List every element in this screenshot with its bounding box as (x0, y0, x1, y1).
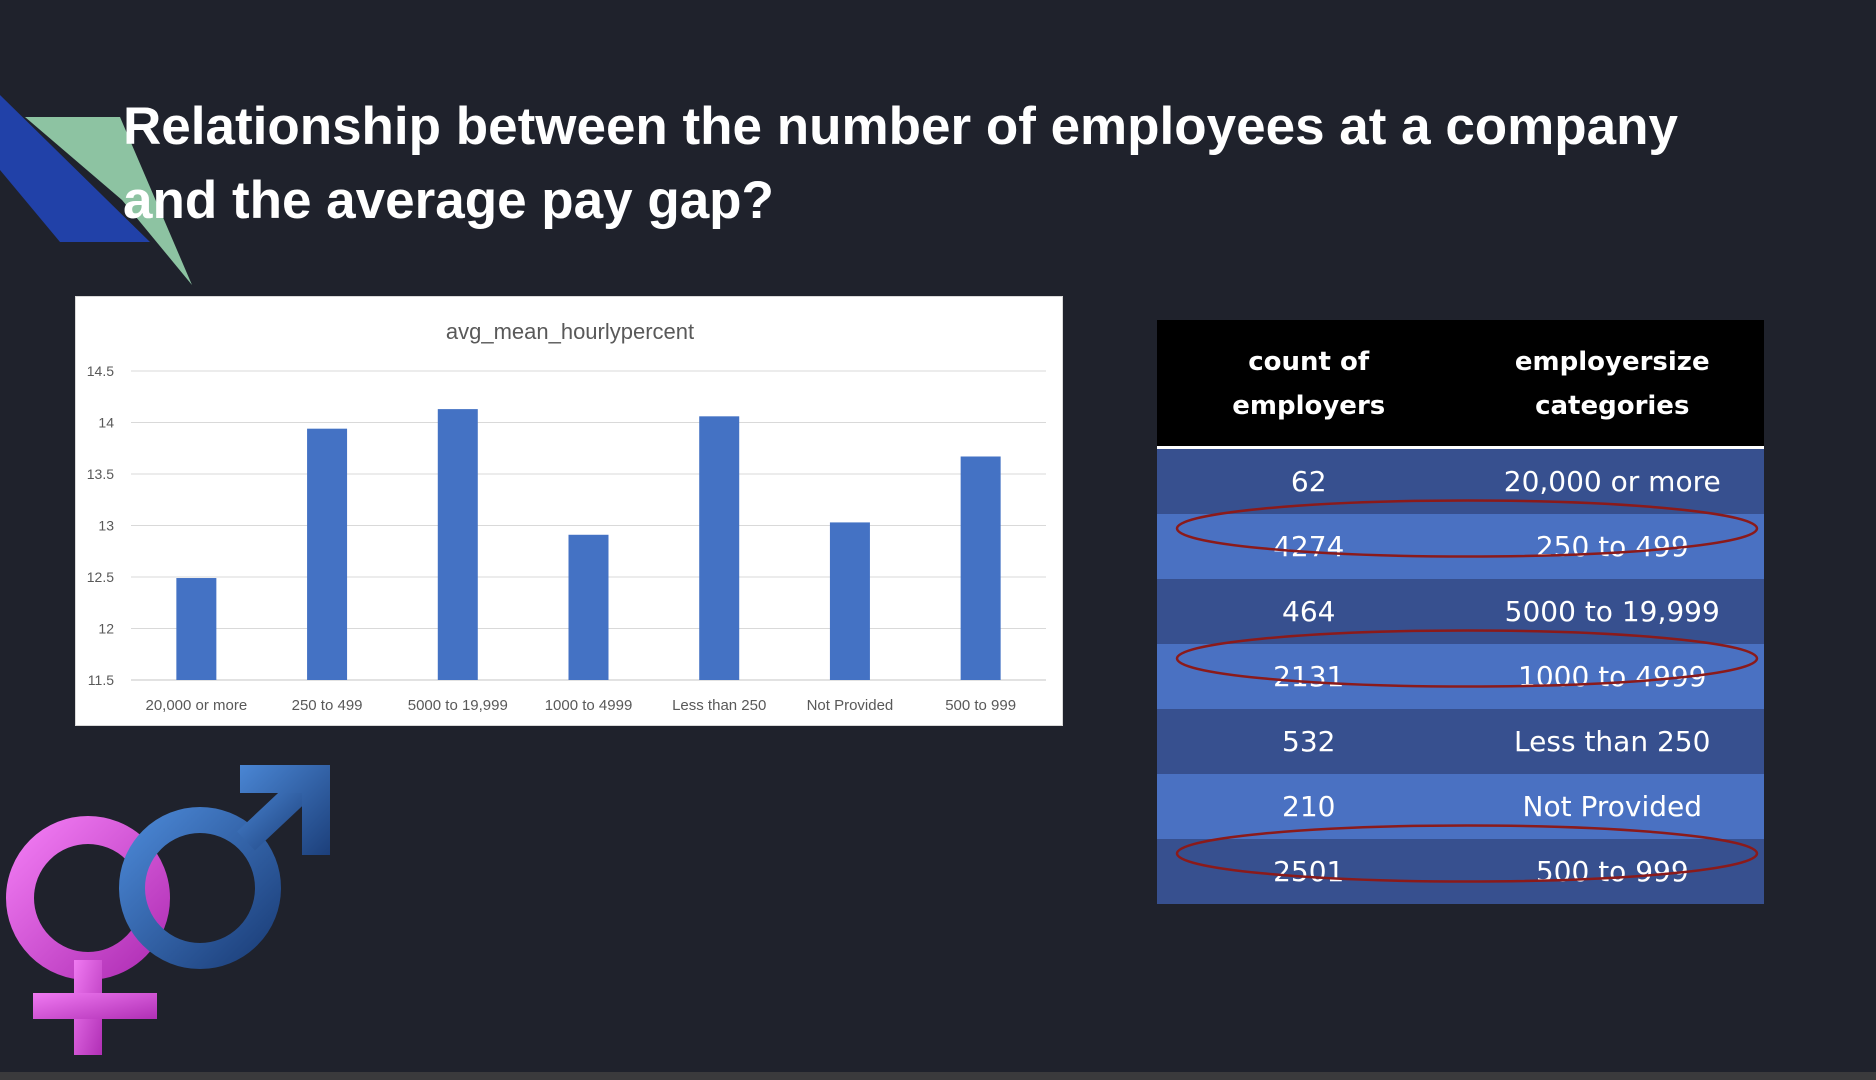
y-tick-label: 14.5 (87, 363, 114, 379)
bottom-strip (0, 1072, 1876, 1080)
chart-bars (176, 409, 1001, 680)
table-row: 62 20,000 or more (1157, 447, 1764, 514)
bar (437, 409, 478, 680)
x-tick-label: 500 to 999 (945, 697, 1016, 714)
category-cell: 20,000 or more (1460, 447, 1764, 514)
x-tick-label: 250 to 499 (292, 697, 363, 714)
y-axis-tick-labels: 11.5 12 12.5 13 13.5 14 14.5 (87, 363, 114, 688)
category-cell: 250 to 499 (1460, 514, 1764, 579)
employer-count-table: count of employers employersize categori… (1157, 320, 1764, 904)
category-cell: 1000 to 4999 (1460, 644, 1764, 709)
bar (568, 534, 609, 680)
table-row: 2131 1000 to 4999 (1157, 644, 1764, 709)
count-cell: 62 (1157, 447, 1461, 514)
chart-title: avg_mean_hourlypercent (446, 319, 694, 344)
y-tick-label: 12 (98, 621, 114, 637)
slide-title: Relationship between the number of emplo… (123, 97, 1679, 230)
count-cell: 2501 (1157, 839, 1461, 904)
count-cell: 4274 (1157, 514, 1461, 579)
header-employersize-categories: employersize categories (1460, 320, 1764, 449)
employer-count-table-wrapper: count of employers employersize categori… (1157, 320, 1764, 904)
x-tick-label: 1000 to 4999 (545, 697, 633, 714)
category-cell: 500 to 999 (1460, 839, 1764, 904)
table-body: 62 20,000 or more 4274 250 to 499 464 5000 to… (1157, 447, 1764, 904)
bar (176, 578, 217, 680)
table-row: 532 Less than 250 (1157, 709, 1764, 774)
table-row: 4274 250 to 499 (1157, 514, 1764, 579)
accent-shape (0, 95, 192, 285)
y-tick-label: 13.5 (87, 466, 114, 482)
chart-canvas: avg_mean_hourlypercent 11.51212.51313.51… (87, 319, 1046, 714)
count-cell: 464 (1157, 579, 1461, 644)
category-cell: Not Provided (1460, 774, 1764, 839)
category-cell: 5000 to 19,999 (1460, 579, 1764, 644)
y-tick-label: 12.5 (87, 569, 114, 585)
category-cell: Less than 250 (1460, 709, 1764, 774)
count-cell: 532 (1157, 709, 1461, 774)
table-row: 2501 500 to 999 (1157, 839, 1764, 904)
x-tick-label: 20,000 or more (145, 697, 247, 714)
x-axis-tick-labels: 20,000 or more 250 to 499 5000 to 19,999 10… (145, 697, 1016, 714)
bar (960, 456, 1001, 680)
x-tick-label: Not Provided (807, 697, 894, 714)
bar (307, 428, 348, 680)
table-row: 210 Not Provided (1157, 774, 1764, 839)
table-header-row: count of employers employersize categori… (1157, 320, 1764, 449)
gender-symbol-icon (6, 765, 330, 1055)
x-tick-label: Less than 250 (672, 697, 766, 714)
bar (699, 416, 740, 680)
y-tick-label: 14 (98, 415, 114, 431)
count-cell: 210 (1157, 774, 1461, 839)
table-row: 464 5000 to 19,999 (1157, 579, 1764, 644)
y-tick-label: 11.5 (88, 672, 114, 688)
bar (829, 522, 870, 680)
count-cell: 2131 (1157, 644, 1461, 709)
y-tick-label: 13 (98, 518, 114, 534)
header-count-of-employers: count of employers (1157, 320, 1461, 449)
bar-chart: avg_mean_hourlypercent 11.5 12 12.5 13 13.5 1… (75, 296, 1063, 726)
x-tick-label: 5000 to 19,999 (408, 697, 508, 714)
